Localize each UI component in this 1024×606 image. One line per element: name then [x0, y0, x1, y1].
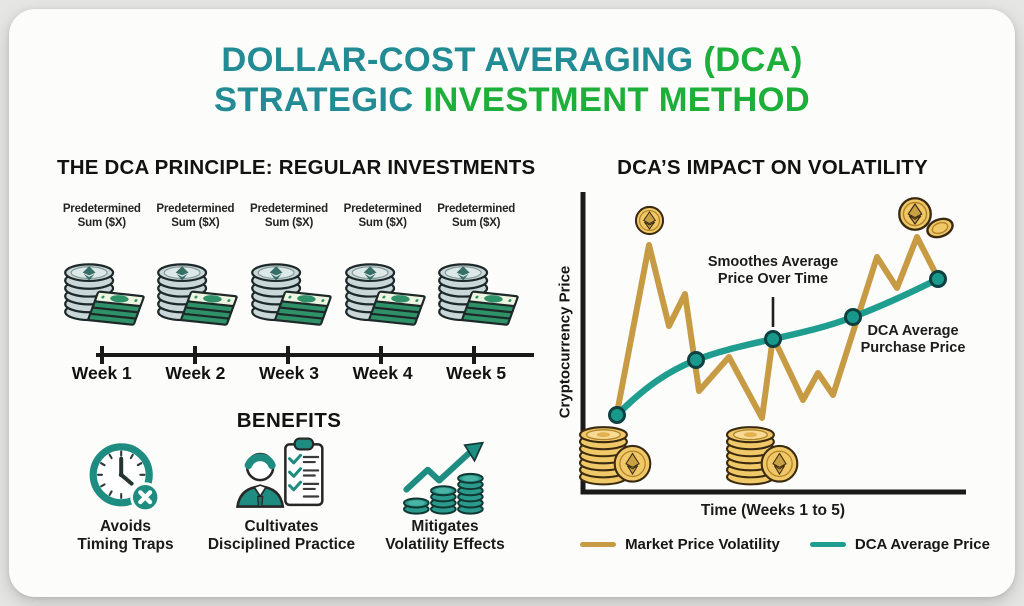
coin-cash-stack-icon: [56, 238, 148, 334]
chart-axes: [580, 192, 966, 495]
legend-item-market: Market Price Volatility: [580, 536, 780, 553]
person-checklist-icon: [235, 437, 324, 508]
benefit-item-discipline: Cultivates Disciplined Practice: [192, 437, 372, 554]
dca-average-annotation: DCA Average Purchase Price: [860, 323, 966, 356]
benefits-row: Avoids Timing Traps: [63, 437, 515, 554]
timeline: [96, 346, 534, 364]
coin-cash-stack-icon: [337, 238, 429, 334]
week-labels-row: Week 1 Week 2 Week 3 Week 4 Week 5: [55, 363, 523, 384]
page-title: DOLLAR-COST AVERAGING (DCA) STRATEGIC INVE…: [0, 40, 1024, 120]
timeline-tick: [193, 346, 197, 364]
coin-cash-stack-icon: [243, 238, 335, 334]
benefit-label: Cultivates Disciplined Practice: [207, 518, 356, 553]
timeline-tick: [100, 346, 104, 364]
dca-line-swatch: [809, 541, 846, 548]
dca-purchase-dot: [929, 270, 947, 288]
coin-cash-stack-icon: [430, 238, 522, 334]
week-label: Week 1: [71, 363, 132, 383]
timeline-line: [96, 353, 534, 357]
timeline-tick: [286, 346, 290, 364]
coin-stack-icon: [578, 426, 652, 486]
eth-coin-icon: [634, 205, 665, 236]
timeline-tick: [379, 346, 383, 364]
dca-purchase-dot: [608, 406, 626, 424]
clock-x-icon: [89, 443, 160, 513]
timeline-tick: [472, 346, 476, 364]
dca-purchase-dot: [687, 351, 705, 369]
week-label: Week 2: [165, 363, 226, 383]
eth-coin-icon: [898, 197, 932, 231]
legend-item-dca: DCA Average Price: [809, 536, 990, 553]
dca-purchase-dot: [844, 308, 862, 326]
dca-principle-heading: THE DCA PRINCIPLE: REGULAR INVESTMENTS: [57, 156, 536, 179]
benefit-label: Mitigates Volatility Effects: [385, 518, 505, 553]
volatility-chart: [578, 192, 966, 495]
gold-coin-icon: [926, 217, 954, 239]
title-line1-green: (DCA): [703, 41, 803, 79]
benefit-item-timing: Avoids Timing Traps: [63, 438, 188, 554]
title-line2-green: INVESTMENT METHOD: [423, 81, 810, 119]
week-label: Week 5: [446, 363, 507, 383]
predetermined-sum-row: Predetermined Sum ($X) Predetermined Sum (…: [55, 203, 523, 231]
market-line-swatch: [580, 541, 617, 548]
week-label: Week 3: [258, 363, 319, 383]
coin-stack-icon: [725, 426, 799, 486]
benefit-label: Avoids Timing Traps: [77, 518, 174, 553]
smoothes-annotation: Smoothes Average Price Over Time: [707, 254, 839, 287]
x-axis-label: Time (Weeks 1 to 5): [700, 502, 846, 519]
benefit-item-volatility: Mitigates Volatility Effects: [375, 438, 515, 554]
title-line-2: STRATEGIC INVESTMENT METHOD: [0, 80, 1024, 120]
predetermined-sum-label: Predetermined Sum ($X): [62, 203, 141, 229]
legend-label: Market Price Volatility: [625, 536, 780, 553]
predetermined-sum-label: Predetermined Sum ($X): [343, 203, 422, 229]
title-line2-teal: STRATEGIC: [213, 81, 414, 119]
dca-purchase-dot: [764, 330, 782, 348]
y-axis-label: Cryptocurrency Price: [556, 265, 574, 419]
coins-growth-icon: [403, 441, 485, 515]
predetermined-sum-label: Predetermined Sum ($X): [437, 203, 516, 229]
legend-label: DCA Average Price: [854, 536, 990, 553]
benefits-heading: BENEFITS: [236, 409, 342, 432]
title-line1-teal: DOLLAR-COST AVERAGING: [221, 41, 694, 79]
coin-cash-stack-icon: [149, 238, 241, 334]
weekly-investment-icons: [55, 238, 523, 334]
predetermined-sum-label: Predetermined Sum ($X): [156, 203, 235, 229]
predetermined-sum-label: Predetermined Sum ($X): [250, 203, 328, 229]
dca-purchase-dots: [608, 270, 947, 424]
volatility-chart-heading: DCA’S IMPACT ON VOLATILITY: [617, 156, 928, 179]
legend: Market Price Volatility DCA Average Pric…: [555, 536, 1015, 553]
week-label: Week 4: [352, 363, 413, 383]
title-line-1: DOLLAR-COST AVERAGING (DCA): [0, 40, 1024, 80]
